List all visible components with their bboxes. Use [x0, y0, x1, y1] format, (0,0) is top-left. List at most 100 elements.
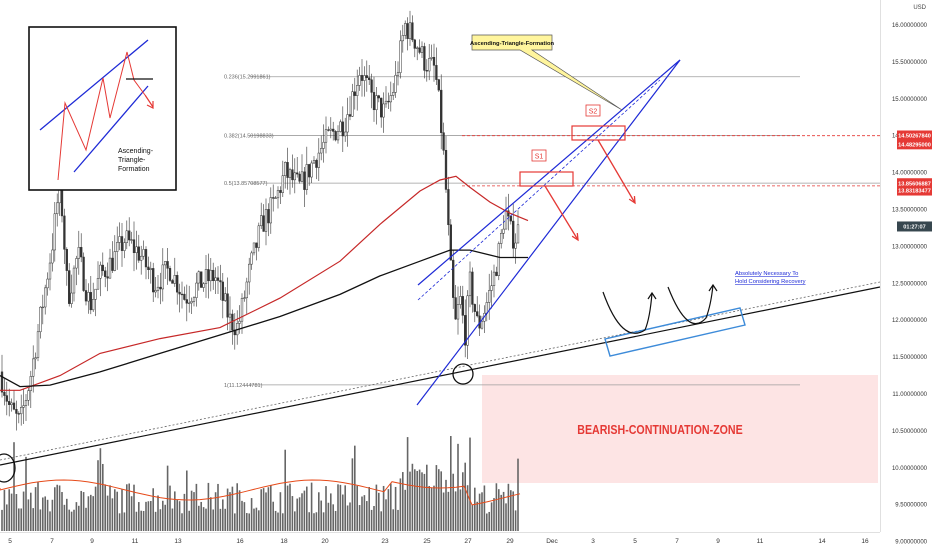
volume-bar — [224, 508, 226, 531]
candle-body — [447, 189, 450, 226]
candle-body — [178, 291, 181, 295]
volume-bar — [80, 490, 82, 531]
pattern-callout-label: Ascending-Triangle-Formation — [470, 41, 555, 47]
time-tick-label: 14 — [818, 538, 826, 545]
volume-bar — [284, 449, 286, 531]
volume-bar — [478, 493, 481, 531]
candle-body — [216, 277, 220, 281]
volume-bar — [8, 489, 10, 531]
volume-bar — [130, 496, 133, 531]
candle-body — [284, 162, 287, 176]
volume-bar — [128, 483, 130, 531]
volume-bar — [190, 490, 193, 531]
time-tick-label: 11 — [132, 538, 139, 545]
candle-body — [351, 91, 354, 117]
volume-bar — [260, 489, 262, 531]
candle-body — [334, 131, 337, 141]
volume-bar — [219, 508, 222, 531]
volume-bar — [349, 502, 351, 531]
inset-label-3: Formation — [118, 166, 150, 173]
s2-box — [571, 125, 626, 141]
candle-body — [396, 72, 400, 76]
candlesticks — [0, 10, 520, 431]
candle-body — [312, 160, 316, 164]
candle-body — [404, 23, 407, 36]
candle-body — [87, 292, 90, 302]
candle-body — [466, 295, 469, 346]
volume-bar — [498, 489, 500, 531]
volume-bar — [164, 504, 166, 531]
touch-circle-left — [0, 453, 16, 483]
candle-body — [476, 311, 479, 317]
time-tick-label: Dec — [546, 538, 558, 545]
volume-bar — [517, 458, 519, 531]
volume-bar — [186, 470, 188, 531]
volume-bar — [486, 513, 488, 531]
fib-label: 0.382(14.50198833) — [224, 134, 274, 140]
candle-body — [77, 247, 80, 259]
volume-bar — [430, 488, 433, 531]
volume-bar — [85, 507, 87, 531]
volume-bar — [435, 465, 438, 531]
volume-bar — [152, 488, 154, 531]
candle-body — [113, 251, 116, 271]
time-tick-label: 16 — [861, 538, 869, 545]
touch-circle-right — [452, 363, 474, 385]
volume-bar — [327, 502, 330, 531]
candle-body — [123, 242, 126, 251]
price-tick-label: 15.00000000 — [892, 97, 928, 103]
candle-body — [36, 331, 40, 358]
volume-bar — [346, 505, 349, 531]
volume-bar — [416, 470, 418, 531]
candle-body — [411, 22, 414, 41]
candle-body — [459, 296, 462, 305]
volume-bar — [140, 510, 142, 531]
candle-body — [348, 114, 352, 117]
price-tick-label: 11.50000000 — [892, 355, 927, 361]
volume-bar — [332, 504, 334, 531]
candle-body — [46, 278, 49, 289]
volume-ma-line — [0, 479, 521, 506]
candle-body — [382, 103, 385, 118]
candle-body — [387, 100, 390, 103]
volume-bar — [363, 495, 366, 531]
inset-lower-line — [73, 85, 149, 173]
fib-label: 0.5(13.85708577) — [224, 181, 268, 187]
candle-body — [94, 288, 97, 300]
volume-bar — [505, 503, 507, 531]
volume-bar — [510, 490, 512, 531]
volume-bar — [159, 509, 162, 531]
volume-bar — [493, 498, 495, 531]
candle-body — [300, 171, 304, 182]
candle-body — [320, 148, 323, 154]
volume-bar — [442, 492, 445, 531]
candle-body — [468, 271, 472, 297]
time-tick-label: 5 — [8, 538, 12, 545]
candle-body — [56, 202, 59, 215]
candle-body — [272, 197, 275, 199]
volume-bar — [44, 496, 46, 531]
volume-bar — [433, 485, 435, 531]
candle-body — [224, 293, 227, 301]
candle-body — [0, 371, 4, 393]
candle-body — [485, 302, 488, 314]
recovery-arc-1 — [602, 291, 653, 334]
volume-bar — [428, 485, 430, 531]
volume-bar — [226, 488, 229, 531]
volume-bar — [277, 512, 279, 531]
price-badge — [897, 139, 932, 150]
candle-body — [442, 132, 445, 151]
candle-body — [24, 400, 28, 406]
candle-body — [461, 296, 464, 316]
volume-bar — [454, 491, 457, 531]
candle-body — [423, 46, 426, 71]
candle-body — [262, 215, 265, 232]
candle-body — [245, 281, 248, 299]
volume-bar — [157, 495, 159, 531]
candle-body — [495, 271, 498, 276]
volume-bar — [315, 512, 318, 531]
volume-bar — [198, 505, 200, 531]
volume-bar — [500, 494, 502, 531]
volume-bar — [171, 508, 174, 531]
